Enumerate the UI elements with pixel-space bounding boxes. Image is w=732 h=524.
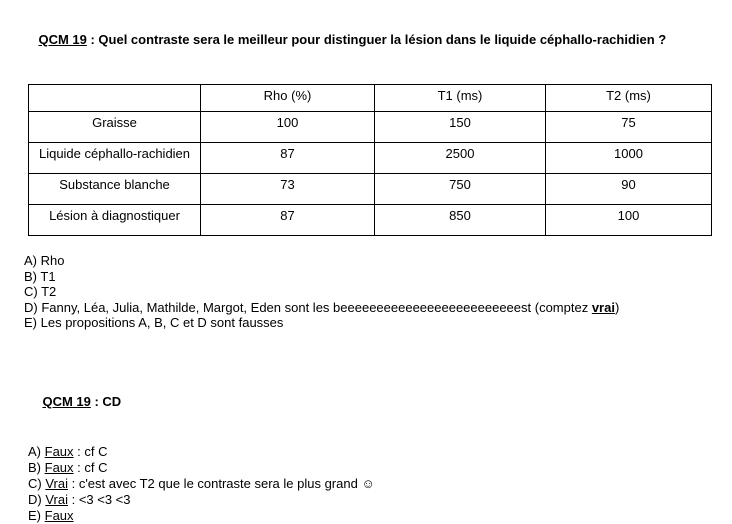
question-separator: : <box>86 32 99 47</box>
option-text: Fanny, Léa, Julia, Mathilde, Margot, Ede… <box>41 299 592 315</box>
option-text: T1 <box>40 268 56 284</box>
option-letter: A) <box>24 253 41 268</box>
option-b: B) T1 <box>24 269 732 285</box>
row-label: Substance blanche <box>28 173 201 205</box>
cell-t1: 750 <box>374 173 546 205</box>
answer-options-list: A) Rho B) T1 C) T2 D) Fanny, Léa, Julia,… <box>24 253 732 331</box>
cell-t2: 1000 <box>545 142 712 174</box>
question-number: QCM 19 <box>38 32 87 47</box>
correction-verdict: Faux <box>44 507 74 523</box>
header-cell-t1: T1 (ms) <box>374 84 546 112</box>
correction-separator: : <box>90 393 103 409</box>
cell-t1: 2500 <box>374 142 546 174</box>
cell-t2: 100 <box>545 204 712 236</box>
correction-text: : cf C <box>73 459 108 475</box>
option-letter: D) <box>24 299 42 315</box>
correction-b: B) Faux : cf C <box>28 460 732 476</box>
correction-text: : cf C <box>73 443 108 459</box>
option-text: Les propositions A, B, C et D sont fauss… <box>40 315 284 330</box>
option-text: Rho <box>40 253 65 268</box>
row-label: Graisse <box>28 111 201 143</box>
question-title: QCM 19 : Quel contraste sera le meilleur… <box>24 17 732 62</box>
cell-t2: 90 <box>545 173 712 205</box>
option-c: C) T2 <box>24 284 732 300</box>
corrections-list: A) Faux : cf C B) Faux : cf C C) Vrai : … <box>28 444 732 524</box>
option-e: E) Les propositions A, B, C et D sont fa… <box>24 315 732 331</box>
table-header-row: Rho (%) T1 (ms) T2 (ms) <box>28 84 712 112</box>
correction-e: E) Faux <box>28 508 732 524</box>
correction-number: QCM 19 <box>42 393 91 409</box>
cell-rho: 87 <box>200 142 375 174</box>
cell-rho: 87 <box>200 204 375 236</box>
cell-rho: 100 <box>200 111 375 143</box>
cell-rho: 73 <box>200 173 375 205</box>
table-row: Substance blanche 73 750 90 <box>28 173 712 205</box>
correction-letter: D) <box>28 491 46 507</box>
correction-text: : <3 <3 <3 <box>67 491 131 507</box>
question-text: Quel contraste sera le meilleur pour dis… <box>98 32 667 47</box>
option-d: D) Fanny, Léa, Julia, Mathilde, Margot, … <box>24 300 732 316</box>
option-letter: B) <box>24 268 41 284</box>
correction-verdict: Faux <box>44 459 74 475</box>
correction-letter: A) <box>28 443 45 459</box>
cell-t1: 150 <box>374 111 546 143</box>
option-text: T2 <box>41 284 57 299</box>
cell-t2: 75 <box>545 111 712 143</box>
header-cell-empty <box>28 84 201 112</box>
correction-d: D) Vrai : <3 <3 <3 <box>28 492 732 508</box>
correction-a: A) Faux : cf C <box>28 444 732 460</box>
correction-letter: E) <box>28 507 45 523</box>
correction-letter: B) <box>28 459 45 475</box>
correction-verdict: Faux <box>44 443 74 459</box>
correct-answers: CD <box>102 393 122 409</box>
contrast-parameters-table: Rho (%) T1 (ms) T2 (ms) Graisse 100 150 … <box>28 84 712 236</box>
option-emphasis: vrai <box>591 299 615 315</box>
option-a: A) Rho <box>24 253 732 269</box>
correction-verdict: Vrai <box>45 491 68 507</box>
table-row: Graisse 100 150 75 <box>28 111 712 143</box>
option-letter: E) <box>24 315 41 330</box>
table-row: Lésion à diagnostiquer 87 850 100 <box>28 204 712 236</box>
row-label: Lésion à diagnostiquer <box>28 204 201 236</box>
document-page: QCM 19 : Quel contraste sera le meilleur… <box>0 17 732 523</box>
option-letter: C) <box>24 284 42 299</box>
cell-t1: 850 <box>374 204 546 236</box>
header-cell-rho: Rho (%) <box>200 84 375 112</box>
option-text-end: ) <box>614 299 620 315</box>
table-row: Liquide céphallo-rachidien 87 2500 1000 <box>28 142 712 174</box>
row-label: Liquide céphallo-rachidien <box>28 142 201 174</box>
header-cell-t2: T2 (ms) <box>545 84 712 112</box>
correction-title: QCM 19 : CD <box>28 379 732 424</box>
